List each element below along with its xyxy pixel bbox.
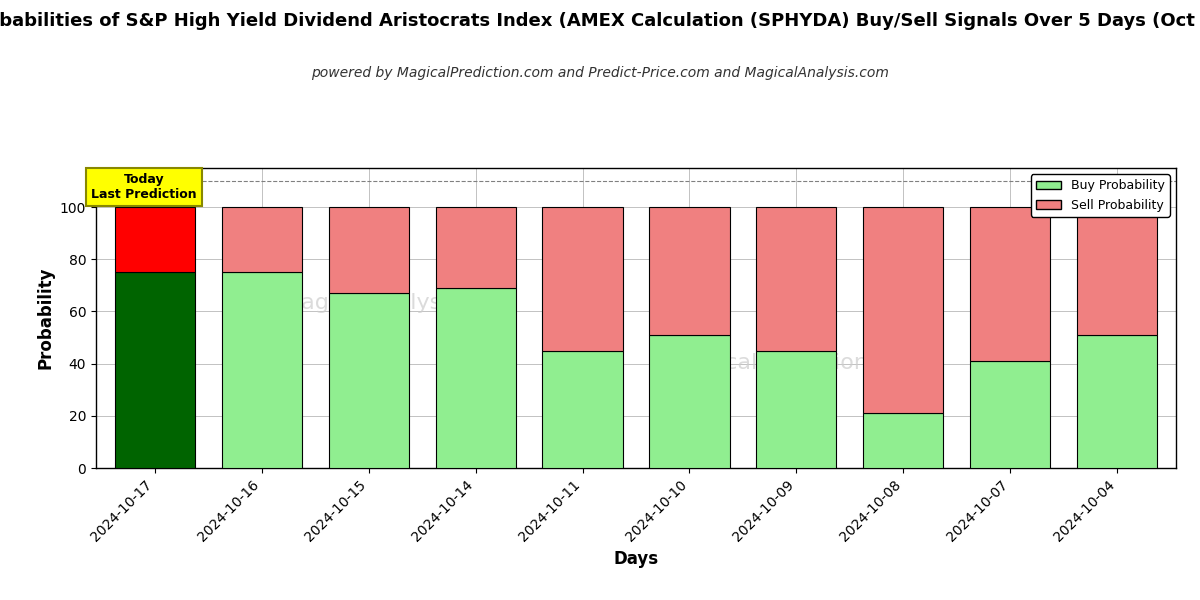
Bar [970,361,1050,468]
Bar [863,207,943,413]
Bar [329,293,409,468]
Text: Probabilities of S&P High Yield Dividend Aristocrats Index (AMEX Calculation (SP: Probabilities of S&P High Yield Dividend… [0,12,1200,30]
Bar [649,207,730,335]
Bar [329,207,409,293]
X-axis label: Days: Days [613,550,659,568]
Bar [436,288,516,468]
Legend: Buy Probability, Sell Probability: Buy Probability, Sell Probability [1031,174,1170,217]
Bar [863,413,943,468]
Bar [756,207,836,350]
Text: MagicalPrediction.com: MagicalPrediction.com [673,353,923,373]
Bar [436,207,516,288]
Y-axis label: Probability: Probability [36,267,54,369]
Bar [542,350,623,468]
Bar [115,207,194,272]
Bar [115,272,194,468]
Bar [222,207,302,272]
Bar [1078,207,1157,335]
Text: Today
Last Prediction: Today Last Prediction [91,173,197,201]
Text: MagicalAnalysis.com: MagicalAnalysis.com [282,293,515,313]
Bar [222,272,302,468]
Bar [542,207,623,350]
Bar [1078,335,1157,468]
Text: powered by MagicalPrediction.com and Predict-Price.com and MagicalAnalysis.com: powered by MagicalPrediction.com and Pre… [311,66,889,80]
Bar [649,335,730,468]
Bar [756,350,836,468]
Bar [970,207,1050,361]
